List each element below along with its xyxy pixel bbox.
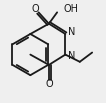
- Text: O: O: [32, 4, 39, 14]
- Text: N: N: [68, 51, 76, 61]
- Text: OH: OH: [63, 4, 78, 14]
- Text: N: N: [68, 27, 76, 37]
- Text: O: O: [45, 79, 53, 89]
